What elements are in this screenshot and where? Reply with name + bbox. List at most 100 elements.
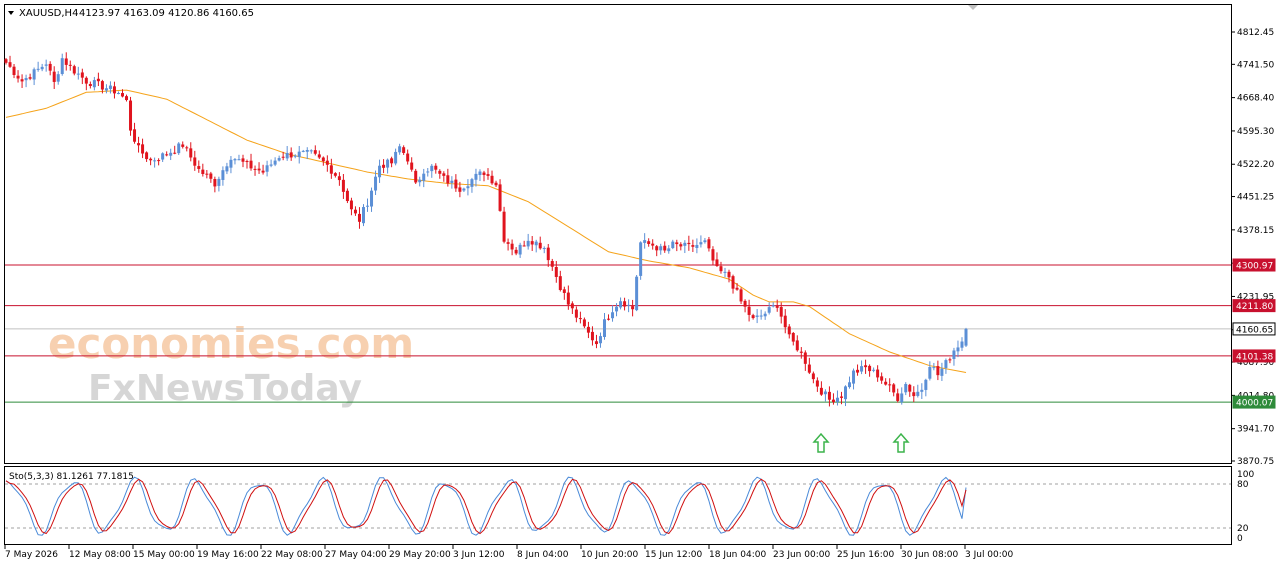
candle-body [28,77,32,79]
candle-body [245,161,249,163]
candle [329,158,333,179]
candle-body [12,66,16,75]
candle [578,311,582,324]
candle-body [297,151,301,158]
candle-body [759,315,763,317]
main-chart-frame[interactable] [4,4,1232,464]
candle-body [779,306,783,317]
candle [145,151,149,162]
candle-body [486,174,490,176]
candle-body [864,365,868,368]
candle [394,148,398,166]
price-tick-label: 4741.50 [1237,60,1274,70]
candle [860,360,864,375]
candle-body [663,245,667,251]
candle [165,151,169,157]
candle-body [177,143,181,154]
candle-body [378,165,382,178]
candle [671,239,675,250]
candle [944,358,948,374]
candle [530,236,534,251]
candle-body [349,200,353,210]
time-tick-label: 25 Jun 16:00 [837,550,894,560]
candle [594,334,598,349]
candle [88,81,92,89]
candle-body [908,384,912,392]
candle-body [924,379,928,390]
candle [269,159,273,168]
candle [562,286,566,300]
sto-tick-80: 80 [1237,480,1249,490]
candle [225,162,229,175]
candle [960,337,964,351]
candle-body [767,307,771,313]
candle-body [727,271,731,278]
candle-body [607,318,611,320]
candle [852,368,856,390]
candle-body [189,148,193,158]
support-1-value: 4000.07 [1236,399,1273,409]
candle [711,246,715,265]
candle [679,242,683,251]
candle-body [153,160,157,162]
candle-body [594,341,598,345]
candle [839,391,843,405]
candle [735,283,739,291]
candle-body [84,77,88,84]
time-tick-label: 3 Jun 12:00 [453,550,505,560]
up-arrow-icon-2 [892,432,910,453]
candle-body [269,164,273,166]
candle [149,157,153,166]
candle [261,164,265,175]
candle [635,275,639,312]
candle-body [683,242,687,246]
price-tick-label: 4522.20 [1237,160,1274,170]
candle [803,350,807,371]
candle [273,157,277,167]
candle-body [691,245,695,247]
candle-body [44,64,48,66]
candle [157,158,161,166]
candle [904,382,908,396]
candle-body [707,239,711,249]
candle [498,179,502,212]
price-tick-label: 4668.40 [1237,94,1274,104]
up-arrow-icon-1 [812,432,830,453]
candle [265,160,269,177]
candle [125,94,129,102]
candle [201,163,205,177]
candle [510,239,514,256]
candle [727,269,731,283]
candle-body [370,190,374,207]
candle-body [442,173,446,176]
candle-body [430,165,434,172]
candle-body [410,162,414,170]
candle-body [8,62,12,67]
scroll-marker-icon[interactable] [968,5,978,10]
candle-body [590,331,594,341]
candle-body [715,259,719,266]
candle [815,377,819,392]
candle-body [872,369,876,371]
candle-body [679,244,683,247]
price-tick-label: 4595.30 [1237,127,1274,137]
candle-body [434,165,438,170]
dropdown-triangle-icon[interactable] [8,11,14,15]
candle-body [125,96,129,101]
candle-body [281,156,285,158]
oscillator-frame[interactable] [4,466,1232,545]
candle-body [450,180,454,183]
candle [731,274,735,294]
candle-body [655,246,659,251]
candle-body [345,190,349,202]
candle [888,378,892,392]
candle-body [510,243,514,250]
candle-body [446,175,450,184]
candle-body [615,306,619,312]
candle [912,386,916,403]
candle [908,383,912,397]
candle-body [811,373,815,380]
candle-body [161,153,165,160]
candle [173,145,177,155]
